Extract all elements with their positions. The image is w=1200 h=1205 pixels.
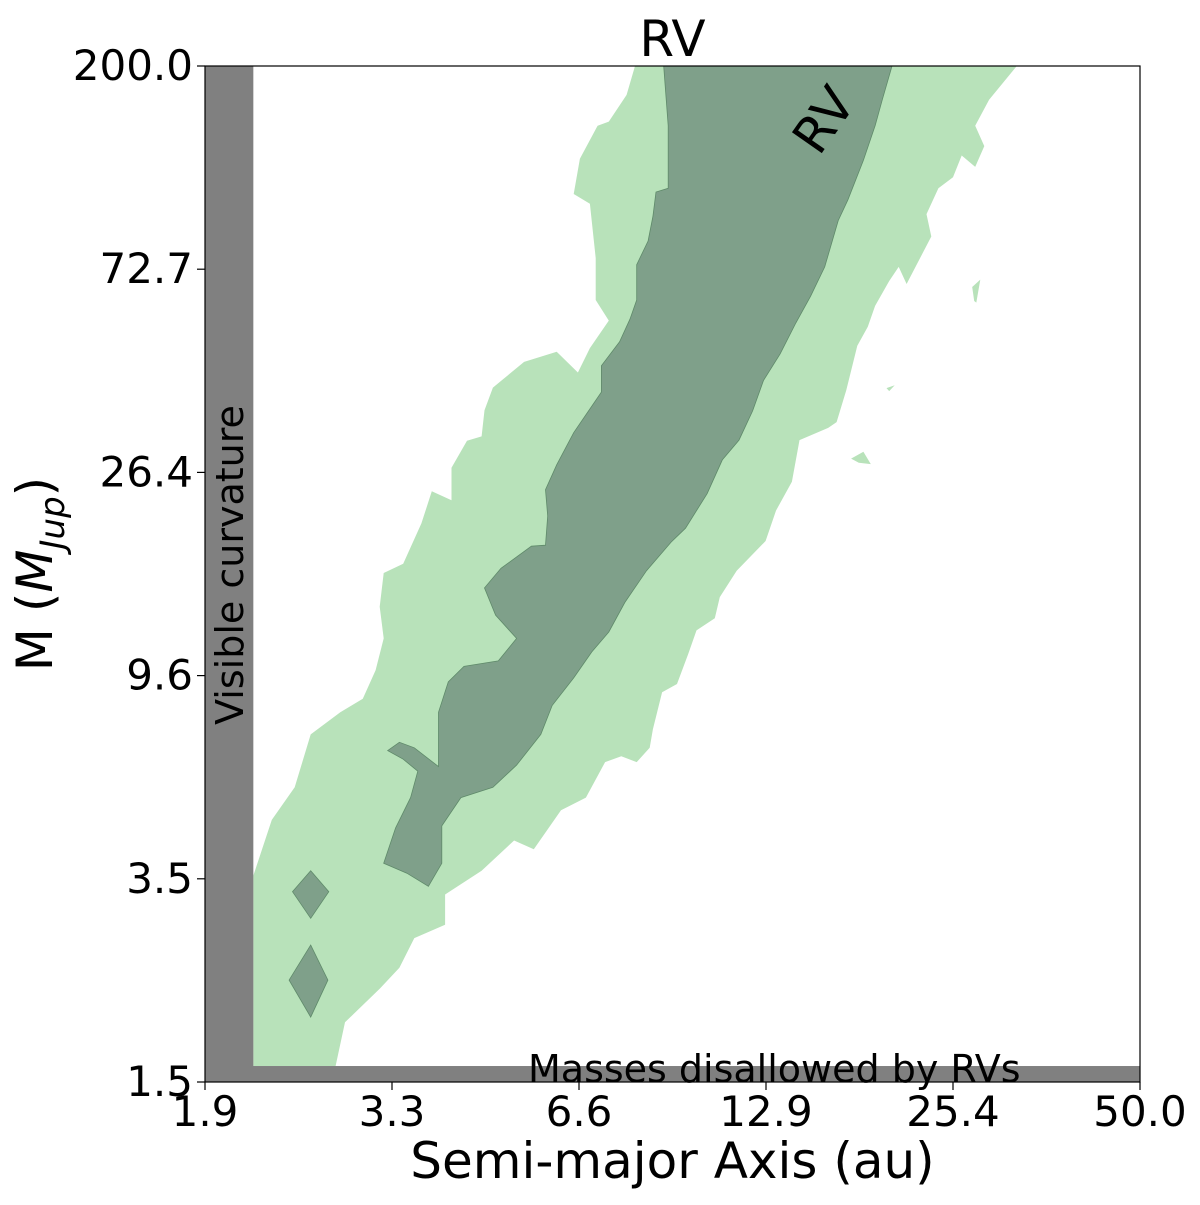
y-axis-label-symbol: M	[6, 550, 64, 593]
x-tick-label: 1.9	[172, 1087, 239, 1136]
y-axis-label-subscript: Jup	[33, 496, 73, 555]
contour-region-inner-2	[291, 870, 330, 920]
contour-region-outer-7	[545, 808, 553, 822]
x-tick-label: 25.4	[906, 1087, 1000, 1136]
y-axis-label-close: )	[6, 477, 64, 497]
y-tick-label: 26.4	[99, 447, 193, 496]
y-axis-label: M (MJup)	[6, 477, 73, 671]
x-tick-label: 3.3	[359, 1087, 426, 1136]
x-tick-label: 50.0	[1093, 1087, 1187, 1136]
y-tick-label: 72.7	[99, 244, 193, 293]
x-axis-label: Semi-major Axis (au)	[410, 1132, 934, 1190]
x-tick-label: 6.6	[546, 1087, 613, 1136]
masses-disallowed-region	[205, 1066, 1140, 1082]
axis-ticks: 1.9 3.3 6.6 12.9 25.4 50.0 1.5 3.5 9.6 26.4 72.7 20…	[73, 41, 1187, 1136]
contour-region-inner-3	[288, 944, 329, 1018]
y-tick-label: 9.6	[126, 651, 193, 700]
y-tick-label: 3.5	[126, 854, 193, 903]
excluded-regions	[205, 66, 1140, 1082]
contour-region-outer-4	[972, 279, 981, 303]
visible-curvature-region	[205, 66, 254, 1082]
masses-disallowed-label: Masses disallowed by RVs	[528, 1047, 1021, 1091]
contour-region-inner-1	[383, 65, 893, 887]
y-tick-label: 200.0	[73, 41, 193, 90]
chart-title: RV	[639, 10, 705, 68]
contour-region-outer-6	[851, 451, 871, 465]
contour-regions	[253, 65, 1017, 1066]
y-tick-label: 1.5	[126, 1057, 193, 1106]
y-axis-label-prefix: M (	[6, 593, 64, 672]
contour-region-outer-5	[886, 385, 895, 392]
x-tick-label: 12.9	[719, 1087, 813, 1136]
plot-frame	[204, 65, 1141, 1083]
visible-curvature-label: Visible curvature	[208, 405, 252, 725]
